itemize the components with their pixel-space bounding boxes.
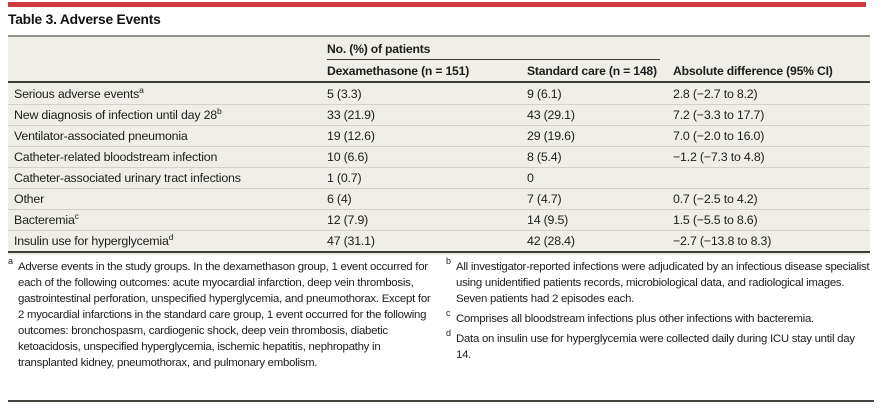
footnote-text: Comprises all bloodstream infections plu… bbox=[456, 313, 814, 325]
footnote-ref: a bbox=[139, 84, 144, 95]
cell-absolute-difference: −1.2 (−7.3 to 4.8) bbox=[673, 150, 765, 164]
footnote-a: a Adverse events in the study groups. In … bbox=[8, 256, 431, 370]
footnote-ref: b bbox=[216, 105, 222, 116]
accent-bar bbox=[8, 2, 866, 7]
footnote-text: All investigator-reported infections wer… bbox=[456, 261, 870, 305]
footnote-ref: c bbox=[74, 210, 79, 221]
table-body: Serious adverse eventsa 5 (3.3) 9 (6.1) … bbox=[8, 83, 870, 253]
table-row: Catheter-related bloodstream infection 1… bbox=[8, 146, 870, 167]
footnotes-section: a Adverse events in the study groups. In … bbox=[8, 256, 870, 375]
cell-dexamethasone: 47 (31.1) bbox=[327, 234, 375, 248]
row-label: Bacteremiac bbox=[14, 210, 79, 227]
footnote-b: b All investigator-reported infections we… bbox=[446, 256, 870, 306]
footnote-text: Adverse events in the study groups. In t… bbox=[18, 261, 431, 369]
cell-standard-care: 9 (6.1) bbox=[527, 86, 562, 101]
cell-absolute-difference: 2.8 (−2.7 to 8.2) bbox=[673, 86, 758, 101]
row-label: Other bbox=[14, 192, 44, 206]
footnotes-right-column: b All investigator-reported infections we… bbox=[446, 256, 870, 375]
cell-absolute-difference: 0.7 (−2.5 to 4.2) bbox=[673, 192, 758, 206]
table-row: Other 6 (4) 7 (4.7) 0.7 (−2.5 to 4.2) bbox=[8, 188, 870, 209]
table-row: Serious adverse eventsa 5 (3.3) 9 (6.1) … bbox=[8, 83, 870, 104]
cell-absolute-difference: 1.5 (−5.5 to 8.6) bbox=[673, 213, 758, 227]
title-rule bbox=[8, 35, 870, 37]
footnote-ref: d bbox=[168, 231, 174, 242]
table-row: Bacteremiac 12 (7.9) 14 (9.5) 1.5 (−5.5 … bbox=[8, 209, 870, 230]
table-row: Catheter-associated urinary tract infect… bbox=[8, 167, 870, 188]
footnote-c: c Comprises all bloodstream infections pl… bbox=[446, 308, 814, 326]
footnote-text: Data on insulin use for hyperglycemia we… bbox=[456, 333, 855, 361]
table-row: New diagnosis of infection until day 28b… bbox=[8, 104, 870, 125]
bottom-rule bbox=[8, 400, 874, 402]
cell-standard-care: 29 (19.6) bbox=[527, 129, 575, 143]
cell-standard-care: 8 (5.4) bbox=[527, 150, 562, 164]
row-label: Ventilator-associated pneumonia bbox=[14, 129, 188, 143]
cell-standard-care: 7 (4.7) bbox=[527, 192, 562, 206]
row-label: Catheter-associated urinary tract infect… bbox=[14, 171, 241, 185]
cell-dexamethasone: 12 (7.9) bbox=[327, 213, 369, 227]
table-title: Table 3. Adverse Events bbox=[8, 12, 161, 27]
column-group-header: No. (%) of patients bbox=[327, 42, 431, 56]
row-label: New diagnosis of infection until day 28b bbox=[14, 105, 222, 122]
row-label: Catheter-related bloodstream infection bbox=[14, 150, 218, 164]
cell-standard-care: 0 bbox=[527, 171, 534, 185]
row-label: Insulin use for hyperglycemiad bbox=[14, 231, 174, 248]
footnote-d: d Data on insulin use for hyperglycemia w… bbox=[446, 328, 855, 362]
column-header-standard-care: Standard care (n = 148) bbox=[527, 63, 657, 78]
cell-dexamethasone: 5 (3.3) bbox=[327, 86, 362, 101]
cell-standard-care: 42 (28.4) bbox=[527, 234, 575, 248]
cell-dexamethasone: 19 (12.6) bbox=[327, 129, 375, 143]
cell-dexamethasone: 1 (0.7) bbox=[327, 171, 362, 185]
column-header-dexamethasone: Dexamethasone (n = 151) bbox=[327, 63, 470, 78]
cell-standard-care: 14 (9.5) bbox=[527, 213, 569, 227]
column-header-row: Dexamethasone (n = 151) Standard care (n… bbox=[8, 60, 870, 83]
column-group-underline bbox=[327, 59, 660, 60]
cell-dexamethasone: 10 (6.6) bbox=[327, 150, 369, 164]
cell-dexamethasone: 33 (21.9) bbox=[327, 108, 375, 122]
adverse-events-table: No. (%) of patients Dexamethasone (n = 1… bbox=[8, 37, 870, 255]
table-row: Insulin use for hyperglycemiad 47 (31.1)… bbox=[8, 230, 870, 251]
footnotes-left-column: a Adverse events in the study groups. In … bbox=[8, 256, 432, 375]
cell-absolute-difference: 7.2 (−3.3 to 17.7) bbox=[673, 108, 765, 122]
column-group-row: No. (%) of patients bbox=[8, 37, 870, 60]
column-header-absolute-difference: Absolute difference (95% CI) bbox=[673, 63, 833, 78]
row-label: Serious adverse eventsa bbox=[14, 84, 144, 101]
cell-absolute-difference: 7.0 (−2.0 to 16.0) bbox=[673, 129, 765, 143]
table-row: Ventilator-associated pneumonia 19 (12.6… bbox=[8, 125, 870, 146]
cell-absolute-difference: −2.7 (−13.8 to 8.3) bbox=[673, 234, 772, 248]
cell-standard-care: 43 (29.1) bbox=[527, 108, 575, 122]
cell-dexamethasone: 6 (4) bbox=[327, 192, 352, 206]
